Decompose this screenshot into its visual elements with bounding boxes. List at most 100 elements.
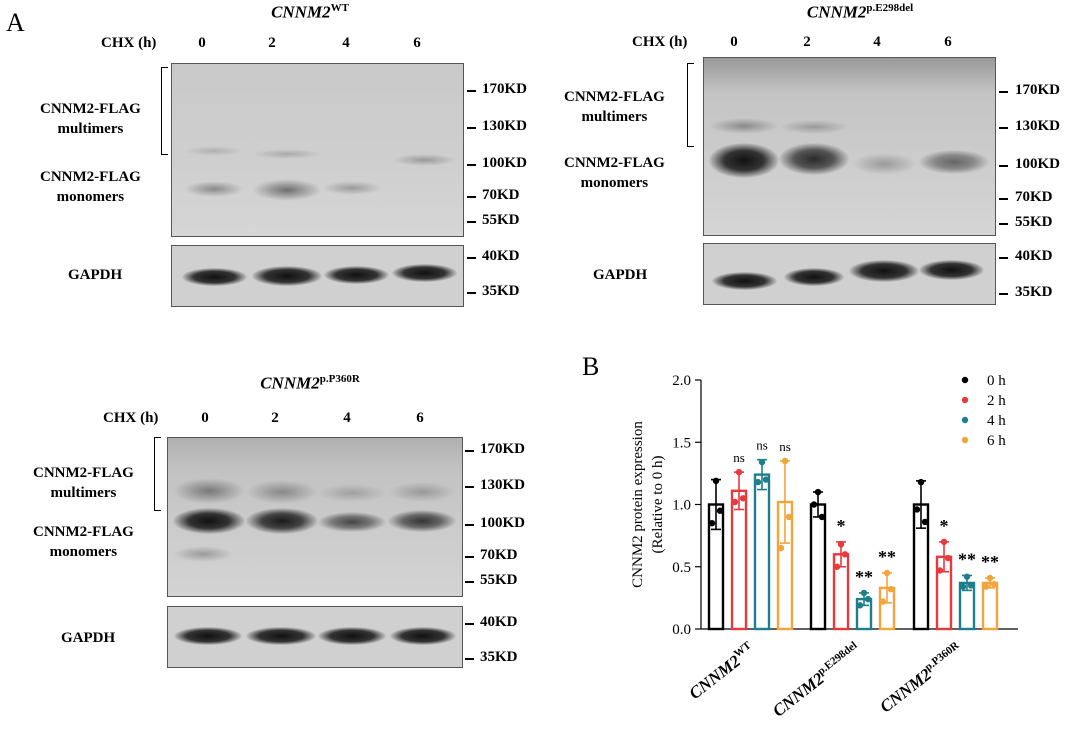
data-point [944,554,952,562]
data-point [879,598,887,605]
bar-chart: 0.0 0.5 1.0 1.5 2.0 CNNM2 protein expression(… [630,373,1018,721]
y-axis-label: (Relative to 0 h) [650,456,666,554]
gapdh-blot [703,243,996,305]
data-point [963,573,971,580]
blot-title-p360r: CNNM2p.P360R [260,373,360,393]
mw-marker: 55KD [1015,214,1053,230]
data-point [913,506,921,513]
timepoint-label: 4 [342,35,350,51]
data-point [982,583,990,590]
mw-marker: 170KD [1015,82,1060,98]
timepoint-label: 4 [873,34,881,50]
data-point [940,538,948,546]
x-category-label: CNNM2p.P360R [876,639,968,717]
multimer-label: CNNM2-FLAG multimers [33,465,134,501]
y-tick-label: 0.5 [672,560,691,576]
significance-label: * [837,516,846,536]
mw-marker: 70KD [482,187,520,203]
y-tick-label: 1.0 [672,498,691,514]
monomer-label: CNNM2-FLAG monomers [564,155,665,191]
data-point [856,602,864,609]
timepoint-label: 0 [198,35,206,51]
timepoint-label: 0 [201,410,209,426]
legend-marker [961,436,969,444]
data-point [936,567,944,574]
data-point [754,478,762,486]
bar [753,473,771,631]
timepoint-label: 2 [803,34,811,50]
bar [981,581,999,631]
y-tick-label: 1.5 [672,435,691,451]
mw-marker: 70KD [1015,189,1053,205]
mw-marker: 55KD [480,572,518,588]
significance-label: * [940,516,949,536]
timepoint-label: 2 [268,35,276,51]
mw-marker: 130KD [482,118,527,134]
chx-label: CHX (h) [632,34,688,50]
data-point [810,501,818,508]
gapdh-label: GAPDH [68,267,123,283]
significance-label: ns [779,439,791,454]
gapdh-blot [171,245,464,307]
data-point [860,589,868,597]
legend-marker [961,416,969,424]
data-point [818,513,826,521]
x-category-label: CNNM2WT [685,639,759,703]
gapdh-marker: 35KD [1015,284,1053,300]
data-point [883,569,891,577]
significance-label: ** [855,567,873,587]
data-point [785,513,793,521]
mw-marker: 130KD [1015,118,1060,134]
gapdh-marker: 35KD [482,283,520,299]
data-point [986,574,994,582]
gapdh-marker: 40KD [482,248,520,264]
data-point [712,477,720,485]
multimer-brace [161,67,168,155]
data-point [921,518,929,526]
bar [730,489,748,631]
chx-label: CHX (h) [103,410,159,426]
monomer-label: CNNM2-FLAG monomers [40,169,141,205]
legend-label: 6 h [987,433,1006,449]
legend-label: 0 h [987,373,1006,389]
data-point [716,507,724,514]
significance-label: ns [756,438,768,453]
data-point [967,582,975,589]
panel-label-a: A [6,8,25,37]
data-point [731,498,739,506]
data-point [814,488,822,496]
data-point [762,476,770,483]
data-point [833,563,841,570]
data-point [864,595,872,603]
mw-marker: 100KD [480,515,525,531]
significance-label: ns [733,450,745,465]
y-axis-label: CNNM2 protein expression [630,421,646,588]
chx-label: CHX (h) [101,35,157,51]
significance-label: ** [981,552,999,572]
data-point [735,468,743,476]
timepoint-label: 4 [343,410,351,426]
data-point [739,495,747,502]
panel-label-b: B [582,352,600,381]
mw-marker: 100KD [482,155,527,171]
blot-title-e298del: CNNM2p.E298del [806,2,914,22]
significance-label: ** [958,549,976,569]
gapdh-marker: 35KD [480,649,518,665]
data-point [959,583,967,590]
mw-marker: 130KD [480,477,525,493]
blot-image [171,63,464,237]
timepoint-label: 6 [944,34,952,50]
data-point [841,551,849,558]
mw-marker: 170KD [480,441,525,457]
timepoint-label: 0 [730,34,738,50]
data-point [777,544,785,552]
legend-label: 2 h [987,393,1006,409]
multimer-label: CNNM2-FLAG multimers [564,89,665,125]
y-tick-label: 0.0 [672,622,691,638]
multimer-label: CNNM2-FLAG multimers [40,101,141,137]
y-tick-label: 2.0 [672,373,691,389]
multimer-brace [154,437,161,511]
multimer-brace [687,63,694,147]
blot-image [703,57,996,236]
legend-marker [961,396,969,404]
